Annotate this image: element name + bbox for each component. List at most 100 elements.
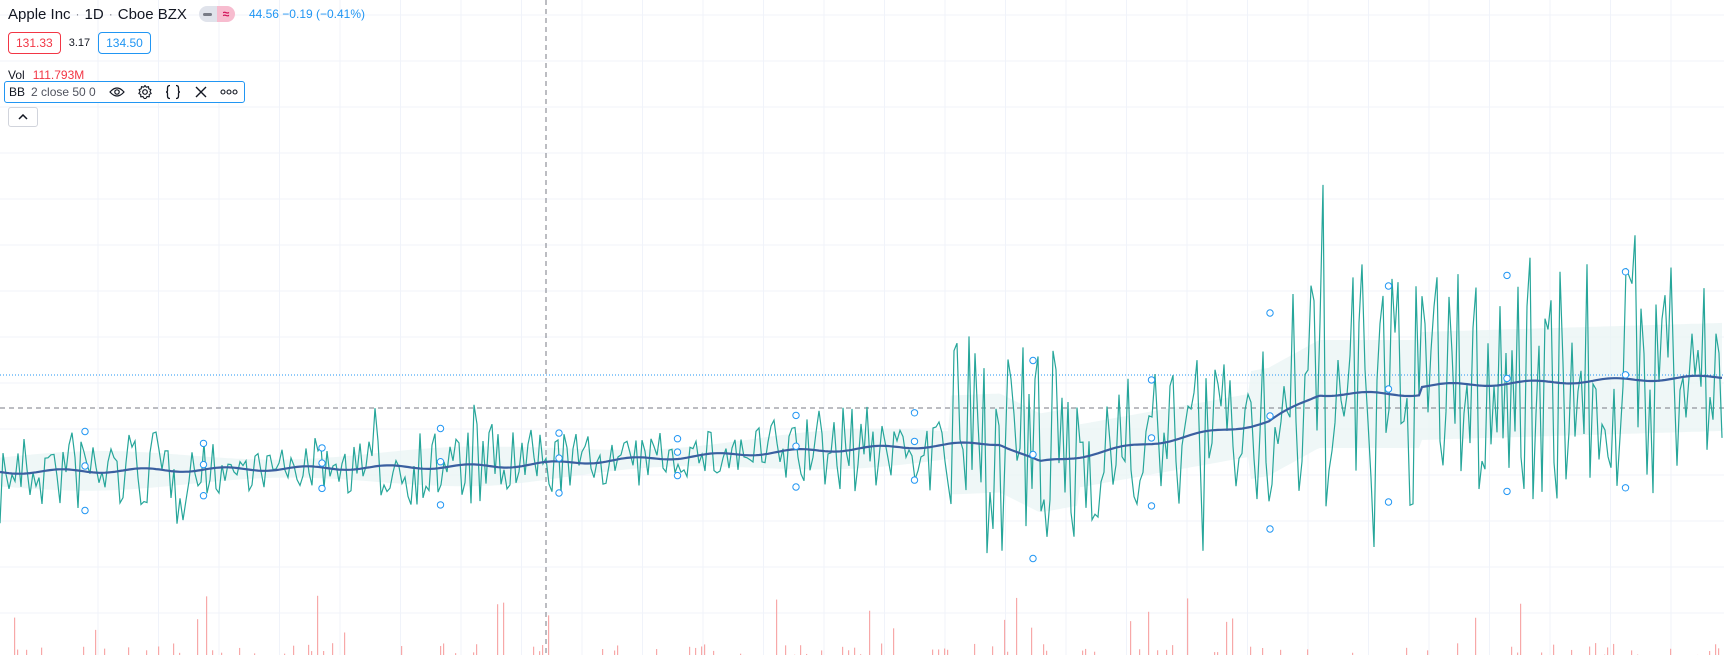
volume-bar bbox=[1571, 649, 1573, 655]
volume-bar bbox=[14, 617, 16, 655]
volume-bar bbox=[1187, 598, 1189, 655]
volume-bar bbox=[1031, 627, 1033, 655]
volume-bar bbox=[602, 649, 604, 655]
volume-bar bbox=[497, 604, 499, 655]
volume-bar bbox=[473, 652, 475, 655]
volume-bar bbox=[1157, 650, 1159, 655]
volume-bar bbox=[17, 649, 19, 655]
indicator-marker bbox=[436, 501, 445, 509]
indicator-marker bbox=[1029, 450, 1037, 459]
volume-bar bbox=[617, 645, 619, 655]
volume-bar bbox=[893, 628, 895, 655]
volume-bar bbox=[311, 651, 313, 655]
indicator-marker bbox=[1503, 487, 1511, 496]
volume-bar bbox=[776, 599, 778, 655]
volume-bar bbox=[503, 602, 505, 655]
indicator-marker bbox=[81, 427, 89, 436]
volume-bar bbox=[455, 653, 457, 655]
volume-bar bbox=[308, 644, 310, 655]
market-status-badge[interactable]: ≈ bbox=[198, 6, 235, 22]
volume-bar bbox=[1139, 649, 1141, 655]
volume-bar bbox=[317, 595, 319, 655]
volume-bar bbox=[848, 650, 850, 655]
volume-bar bbox=[41, 647, 43, 655]
indicator-marker bbox=[199, 492, 208, 500]
indicator-marker bbox=[199, 439, 208, 448]
volume-bar bbox=[1613, 643, 1615, 655]
more-icon[interactable] bbox=[218, 83, 240, 101]
source-code-icon[interactable] bbox=[162, 83, 184, 101]
volume-bar bbox=[869, 610, 871, 655]
volume-bar bbox=[701, 646, 703, 655]
volume-bar bbox=[332, 643, 334, 655]
sell-price-button[interactable]: 131.33 bbox=[8, 32, 61, 54]
exchange-label[interactable]: Cboe BZX bbox=[117, 5, 187, 23]
indicator-marker bbox=[1621, 371, 1630, 379]
volume-bar bbox=[1709, 651, 1711, 655]
indicator-marker bbox=[792, 411, 800, 420]
interval-label[interactable]: 1D bbox=[84, 5, 104, 23]
indicator-marker bbox=[81, 506, 89, 515]
volume-bar bbox=[344, 632, 346, 655]
symbol-name[interactable]: Apple Inc bbox=[8, 5, 71, 23]
volume-bars bbox=[14, 595, 1720, 655]
volume-bar bbox=[800, 645, 802, 655]
volume-bar bbox=[842, 646, 844, 655]
volume-bar bbox=[1520, 603, 1522, 655]
indicator-marker bbox=[1503, 271, 1511, 280]
indicator-params: 2 close 50 0 bbox=[31, 85, 96, 99]
indicator-marker bbox=[1147, 434, 1156, 442]
indicator-marker bbox=[318, 459, 326, 467]
volume-bar bbox=[95, 629, 97, 655]
volume-bar bbox=[1043, 644, 1045, 655]
volume-bar bbox=[1553, 644, 1555, 655]
price-change: 44.56 −0.19 (−0.41%) bbox=[248, 7, 366, 21]
indicator-marker bbox=[1384, 282, 1393, 290]
indicator-marker bbox=[555, 454, 563, 462]
separator-dot: · bbox=[75, 7, 80, 21]
volume-bar bbox=[1718, 648, 1720, 655]
chevron-up-icon bbox=[18, 114, 28, 120]
gear-icon[interactable] bbox=[134, 83, 156, 101]
volume-bar bbox=[1589, 646, 1591, 655]
indicator-marker bbox=[318, 444, 326, 452]
eye-icon[interactable] bbox=[106, 83, 128, 101]
volume-bar bbox=[881, 643, 883, 655]
indicator-marker bbox=[1621, 268, 1630, 276]
volume-bar bbox=[533, 646, 535, 655]
volume-bar bbox=[1670, 648, 1672, 655]
indicator-markers bbox=[81, 268, 1630, 563]
indicator-marker bbox=[1384, 385, 1393, 393]
volume-bar bbox=[785, 645, 787, 655]
volume-bar bbox=[293, 645, 295, 655]
volume-bar bbox=[443, 643, 445, 655]
indicator-marker bbox=[1147, 502, 1156, 510]
volume-bar bbox=[104, 648, 106, 655]
volume-bar bbox=[1427, 650, 1429, 655]
volume-bar bbox=[806, 653, 808, 655]
volume-bar bbox=[221, 652, 223, 655]
indicator-marker bbox=[1147, 376, 1156, 384]
buy-price-button[interactable]: 134.50 bbox=[98, 32, 151, 54]
volume-bar bbox=[254, 653, 256, 655]
volume-bar bbox=[1511, 646, 1513, 655]
indicator-marker bbox=[910, 476, 919, 484]
indicator-legend-bb[interactable]: BB 2 close 50 0 bbox=[4, 81, 245, 103]
volume-bar bbox=[179, 652, 181, 655]
volume-bar bbox=[539, 651, 541, 655]
volume-bar bbox=[173, 643, 175, 655]
close-icon[interactable] bbox=[190, 83, 212, 101]
volume-bar bbox=[947, 649, 949, 655]
volume-bar bbox=[992, 646, 994, 655]
indicator-marker bbox=[199, 460, 208, 469]
collapse-legend-button[interactable] bbox=[8, 107, 38, 127]
indicator-marker bbox=[1029, 554, 1037, 563]
volume-bar bbox=[1262, 647, 1264, 655]
volume-label: Vol bbox=[8, 68, 25, 82]
indicator-marker bbox=[436, 424, 445, 433]
volume-bar bbox=[1232, 618, 1234, 655]
volume-bar bbox=[854, 647, 856, 655]
volume-bar bbox=[704, 644, 706, 655]
volume-bar bbox=[1016, 597, 1018, 655]
